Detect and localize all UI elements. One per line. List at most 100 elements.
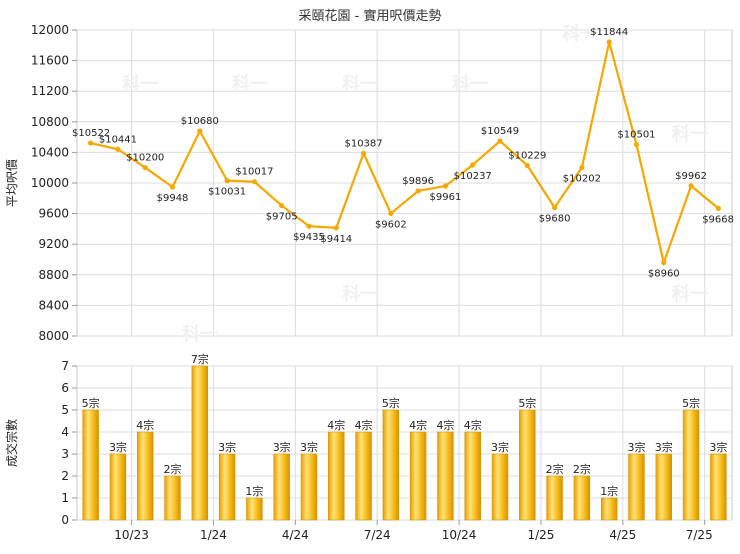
price-data-label: $10200 — [126, 153, 164, 164]
price-y-tick-label: 8000 — [38, 329, 69, 343]
price-y-tick-label: 11200 — [31, 84, 69, 98]
price-point — [661, 259, 667, 266]
count-data-label: 2宗 — [546, 462, 564, 476]
x-tick-label: 1/25 — [527, 528, 554, 542]
count-data-label: 5宗 — [382, 396, 400, 410]
price-series-line — [90, 41, 720, 267]
price-data-label: $9668 — [702, 214, 734, 225]
price-data-label: $10680 — [181, 116, 219, 127]
count-y-tick-label: 1 — [61, 491, 69, 505]
price-data-label: $9962 — [675, 171, 707, 182]
count-y-tick-label: 4 — [61, 425, 69, 439]
count-data-label: 7宗 — [191, 352, 209, 366]
price-y-tick-label: 10000 — [31, 176, 69, 190]
count-data-label: 4宗 — [409, 418, 427, 432]
watermark-text: 科一 — [342, 73, 378, 95]
count-bar — [300, 453, 318, 521]
price-y-tick-label: 8800 — [38, 268, 69, 282]
count-data-label: 4宗 — [327, 418, 345, 432]
count-data-label: 3宗 — [109, 440, 127, 454]
price-point — [169, 184, 176, 190]
count-y-tick-label: 7 — [61, 359, 69, 373]
count-data-label: 1宗 — [245, 484, 263, 498]
count-data-label: 3宗 — [655, 440, 673, 454]
price-data-label: $10031 — [208, 187, 246, 198]
price-point — [224, 178, 230, 184]
count-bar — [409, 431, 427, 521]
count-bar — [655, 453, 672, 521]
count-bar — [191, 365, 209, 521]
watermark-text: 科一 — [672, 123, 708, 145]
count-bar — [573, 475, 591, 521]
price-point — [197, 128, 203, 134]
price-point — [442, 183, 449, 189]
count-y-tick-label: 2 — [61, 469, 69, 483]
count-y-tick-label: 3 — [61, 447, 69, 461]
count-data-label: 4宗 — [355, 418, 373, 432]
price-point — [333, 225, 339, 231]
price-point — [606, 39, 612, 45]
price-y-tick-label: 10800 — [31, 115, 69, 129]
x-tick-label: 10/23 — [114, 528, 149, 542]
count-data-label: 1宗 — [600, 484, 618, 498]
price-data-label: $9680 — [539, 213, 571, 224]
count-data-label: 2宗 — [573, 462, 591, 476]
price-point — [88, 140, 94, 146]
count-bar — [273, 453, 290, 521]
price-data-label: $10387 — [344, 138, 382, 149]
count-bar — [164, 475, 181, 521]
price-data-label: $10441 — [99, 134, 137, 145]
x-tick-label: 7/25 — [686, 528, 713, 542]
price-point — [579, 164, 585, 171]
price-data-label: $10202 — [563, 174, 601, 185]
count-bar — [109, 453, 127, 521]
price-point — [552, 204, 558, 211]
price-data-label: $10549 — [481, 126, 519, 137]
price-point — [497, 138, 503, 144]
x-tick-label: 4/24 — [282, 528, 309, 542]
price-point — [142, 165, 148, 171]
watermark-text: 科一 — [122, 73, 158, 95]
watermark-text: 科一 — [452, 73, 488, 95]
price-point — [524, 162, 530, 169]
count-bar — [382, 409, 400, 521]
price-y-tick-label: 8400 — [38, 298, 69, 312]
price-y-tick-label: 11600 — [31, 54, 69, 68]
count-bar — [710, 453, 727, 521]
count-bar — [600, 497, 618, 521]
count-data-label: 3宗 — [273, 440, 291, 454]
count-bar — [246, 497, 263, 521]
price-data-label: $10501 — [617, 130, 655, 141]
price-data-label: $9602 — [375, 219, 407, 230]
price-point — [633, 142, 640, 148]
price-data-label: $9705 — [266, 212, 298, 223]
count-y-tick-label: 0 — [61, 513, 69, 527]
price-point — [115, 146, 121, 152]
price-y-tick-label: 10400 — [31, 145, 69, 159]
chart-title: 采頤花園 - 實用呎價走勢 — [299, 8, 442, 24]
price-y-tick-label: 12000 — [31, 23, 69, 37]
price-y-tick-label: 9200 — [38, 237, 69, 251]
count-y-axis-label: 成交宗數 — [4, 419, 19, 467]
price-data-label: $11844 — [590, 27, 628, 38]
price-y-axis-label: 平均呎價 — [5, 159, 19, 207]
count-data-label: 5宗 — [82, 396, 100, 410]
count-data-label: 3宗 — [218, 440, 236, 454]
count-bar — [491, 453, 509, 521]
count-bar — [218, 453, 236, 521]
price-point — [388, 210, 394, 217]
x-tick-label: 4/25 — [609, 528, 636, 542]
count-y-tick-label: 6 — [61, 381, 69, 395]
watermark-text: 科一 — [232, 73, 268, 95]
price-data-label: $9435 — [293, 232, 325, 243]
count-data-label: 2宗 — [164, 462, 182, 476]
count-bar — [682, 409, 700, 521]
price-point — [360, 150, 367, 156]
price-data-label: $10229 — [508, 150, 546, 161]
watermark-text: 科一 — [562, 23, 598, 45]
count-data-label: 3宗 — [627, 440, 645, 454]
price-data-label: $10522 — [72, 128, 110, 139]
count-bar — [546, 475, 563, 521]
